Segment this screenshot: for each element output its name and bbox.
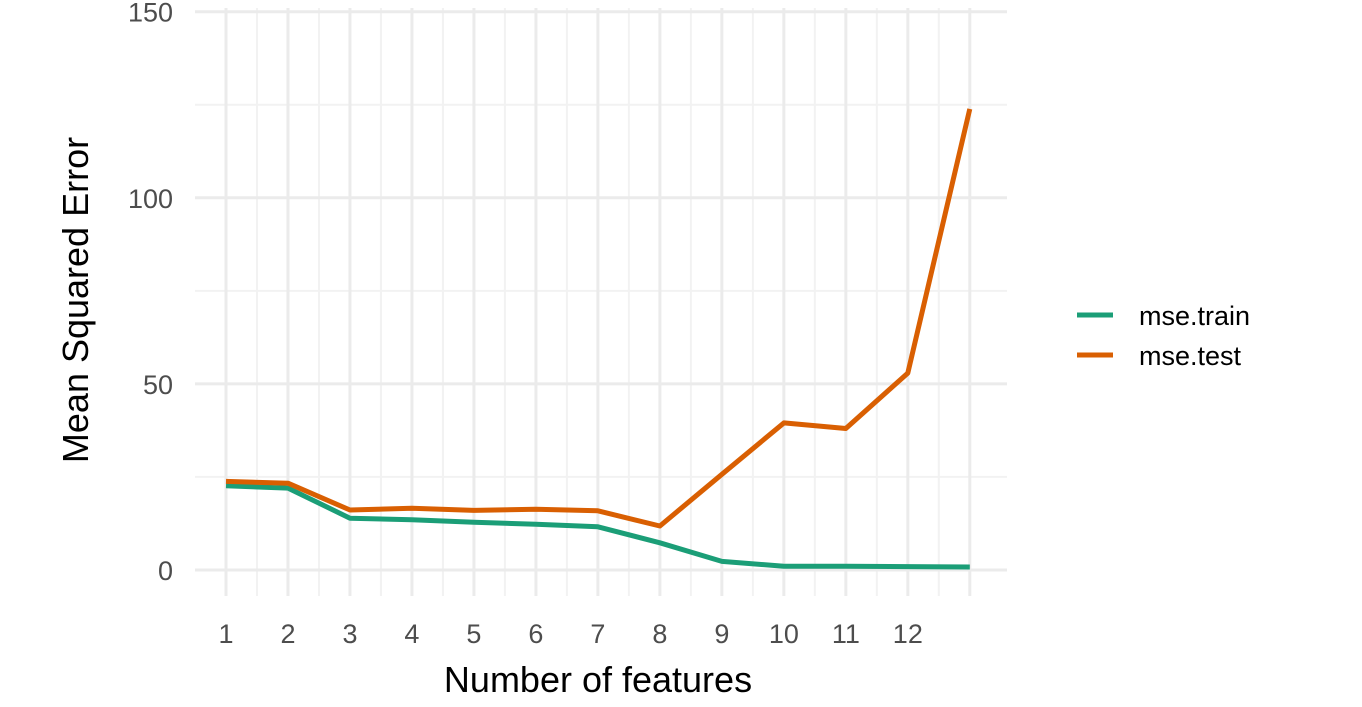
x-tick-label: 5 xyxy=(466,619,481,649)
series-lines xyxy=(225,108,973,570)
y-tick-labels: 0 50 100 150 xyxy=(128,0,173,586)
x-tick-label: 8 xyxy=(652,619,667,649)
y-axis-title: Mean Squared Error xyxy=(55,137,96,463)
grid-major xyxy=(195,8,1007,596)
x-tick-label: 9 xyxy=(714,619,729,649)
x-tick-label: 2 xyxy=(280,619,295,649)
legend-label-mse-test: mse.test xyxy=(1139,341,1242,371)
y-tick-label: 50 xyxy=(143,370,173,400)
y-tick-label: 0 xyxy=(158,556,173,586)
y-tick-label: 150 xyxy=(128,0,173,28)
x-tick-label: 10 xyxy=(769,619,799,649)
x-axis-title: Number of features xyxy=(444,659,752,700)
x-tick-label: 11 xyxy=(832,619,860,649)
grid-minor xyxy=(195,8,1007,596)
x-tick-label: 3 xyxy=(342,619,357,649)
x-tick-label: 4 xyxy=(404,619,419,649)
legend: mse.train mse.test xyxy=(1077,301,1250,371)
x-tick-label: 7 xyxy=(590,619,605,649)
y-tick-label: 100 xyxy=(128,184,173,214)
x-tick-label: 12 xyxy=(893,619,923,649)
x-tick-label: 1 xyxy=(218,619,233,649)
legend-label-mse-train: mse.train xyxy=(1139,301,1250,331)
series-line-mse-train xyxy=(225,483,970,570)
series-line-mse-test xyxy=(225,108,973,529)
x-tick-label: 6 xyxy=(528,619,543,649)
x-tick-labels: 1 2 3 4 5 6 7 8 9 10 11 12 xyxy=(218,619,922,649)
